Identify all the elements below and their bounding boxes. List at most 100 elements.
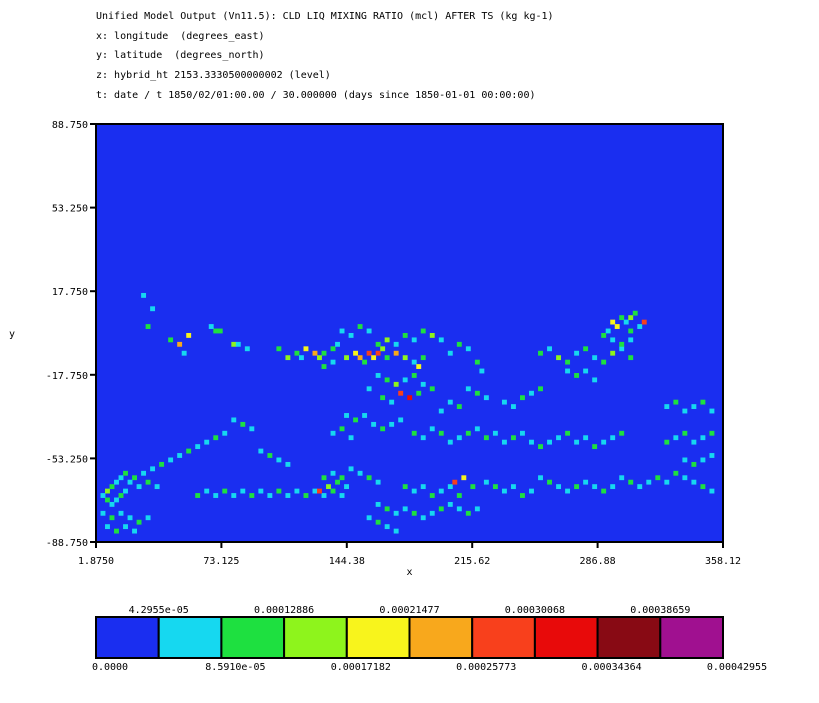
heatmap-cell [456, 435, 462, 441]
heatmap-cell [709, 488, 715, 494]
heatmap-cell [312, 488, 318, 494]
heatmap-cell [402, 377, 408, 383]
heatmap-cell [294, 350, 300, 356]
heatmap-cell [664, 439, 670, 445]
heatmap-cell [240, 488, 246, 494]
heatmap-cell [118, 493, 124, 498]
heatmap-cell [100, 493, 106, 498]
heatmap-cell [565, 359, 571, 365]
heatmap-cell [384, 337, 390, 343]
heatmap-cell [145, 515, 151, 521]
colorbar: 0.0000 8.5910e-05 0.00017182 0.00025773 0.00… [92, 605, 767, 673]
heatmap-cell [344, 484, 349, 490]
heatmap-cell [420, 381, 426, 387]
heatmap-cell [366, 386, 372, 392]
header-z-level-info: z: hybrid_ht 2153.3330500000002 (level) [96, 70, 331, 81]
heatmap-cell [132, 528, 137, 534]
colorbar-label: 0.00030068 [505, 605, 565, 616]
heatmap-cell [483, 395, 489, 401]
heatmap-cell [556, 355, 562, 361]
heatmap-cell [538, 386, 543, 392]
x-tick-label: 286.88 [580, 556, 616, 567]
heatmap-cell [429, 426, 435, 432]
heatmap-cell [402, 484, 408, 490]
heatmap-cell [380, 426, 386, 432]
heatmap-cell [447, 501, 453, 507]
heatmap-cell [330, 470, 336, 476]
heatmap-cell [105, 497, 110, 503]
heatmap-cell [393, 510, 399, 516]
heatmap-cell [136, 519, 142, 525]
heatmap-cell [393, 381, 399, 387]
heatmap-cell [628, 315, 634, 321]
heatmap-cell [366, 475, 372, 481]
heatmap-cell [285, 493, 291, 498]
heatmap-cell [114, 479, 119, 485]
plot-frame [95, 123, 724, 543]
heatmap-cell [335, 479, 340, 485]
heatmap-cell [384, 355, 390, 361]
heatmap-cell [258, 488, 264, 494]
heatmap-cell [384, 524, 390, 530]
heatmap-cell [231, 417, 237, 423]
heatmap-cell [249, 426, 255, 432]
heatmap-cell [474, 359, 480, 365]
heatmap-cell [393, 350, 399, 356]
heatmap-cell [393, 341, 399, 347]
heatmap-cell [339, 475, 345, 481]
heatmap-cell [420, 355, 426, 361]
heatmap-cell [114, 528, 119, 534]
heatmap-cell [416, 390, 422, 396]
x-tick-label: 215.62 [454, 556, 490, 567]
heatmap-cell [181, 350, 187, 356]
heatmap-cell [470, 484, 476, 490]
heatmap-cell [258, 448, 264, 454]
heatmap-cell [145, 324, 151, 329]
plot-area [96, 124, 723, 542]
heatmap-cell [357, 355, 363, 361]
x-axis-label: x [406, 567, 412, 578]
heatmap-cell [330, 346, 336, 352]
heatmap-cell [610, 484, 616, 490]
heatmap-cell [465, 346, 471, 352]
heatmap-cell [664, 479, 670, 485]
heatmap-cell [186, 448, 192, 454]
heatmap-cell [601, 439, 607, 445]
heatmap-cell [628, 479, 634, 485]
heatmap-cell [362, 413, 368, 418]
heatmap-cell [583, 479, 589, 485]
heatmap-cell [501, 399, 507, 405]
heatmap-cell [438, 488, 444, 494]
heatmap-cell [565, 430, 571, 436]
heatmap-cell [420, 328, 426, 334]
heatmap-cell [375, 341, 381, 347]
heatmap-cell [366, 350, 372, 356]
heatmap-cell [276, 488, 282, 494]
heatmap-cell [538, 350, 543, 356]
colorbar-label: 0.00017182 [331, 662, 391, 673]
heatmap-cell [619, 475, 625, 481]
heatmap-cell [411, 337, 417, 343]
heatmap-cell [127, 515, 133, 521]
heatmap-cell [136, 484, 142, 490]
heatmap-cell [614, 324, 620, 329]
heatmap-cell [213, 493, 219, 498]
heatmap-cell [474, 506, 480, 512]
heatmap-cell [529, 439, 534, 445]
heatmap-cell [344, 355, 349, 361]
colorbar-label: 0.00038659 [630, 605, 690, 616]
heatmap-cell [168, 457, 174, 463]
heatmap-cell [114, 497, 119, 503]
heatmap-cell [330, 488, 336, 494]
heatmap-cell [583, 368, 589, 374]
heatmap-cell [547, 346, 552, 352]
heatmap-cell [371, 421, 377, 427]
heatmap-cell [298, 355, 304, 361]
heatmap-cell [574, 439, 580, 445]
heatmap-cell [574, 484, 580, 490]
header-title: Unified Model Output (Vn11.5): CLD LIQ M… [96, 11, 554, 22]
heatmap-cell [222, 430, 228, 436]
heatmap-cell [208, 324, 214, 329]
heatmap-cell [213, 328, 219, 334]
